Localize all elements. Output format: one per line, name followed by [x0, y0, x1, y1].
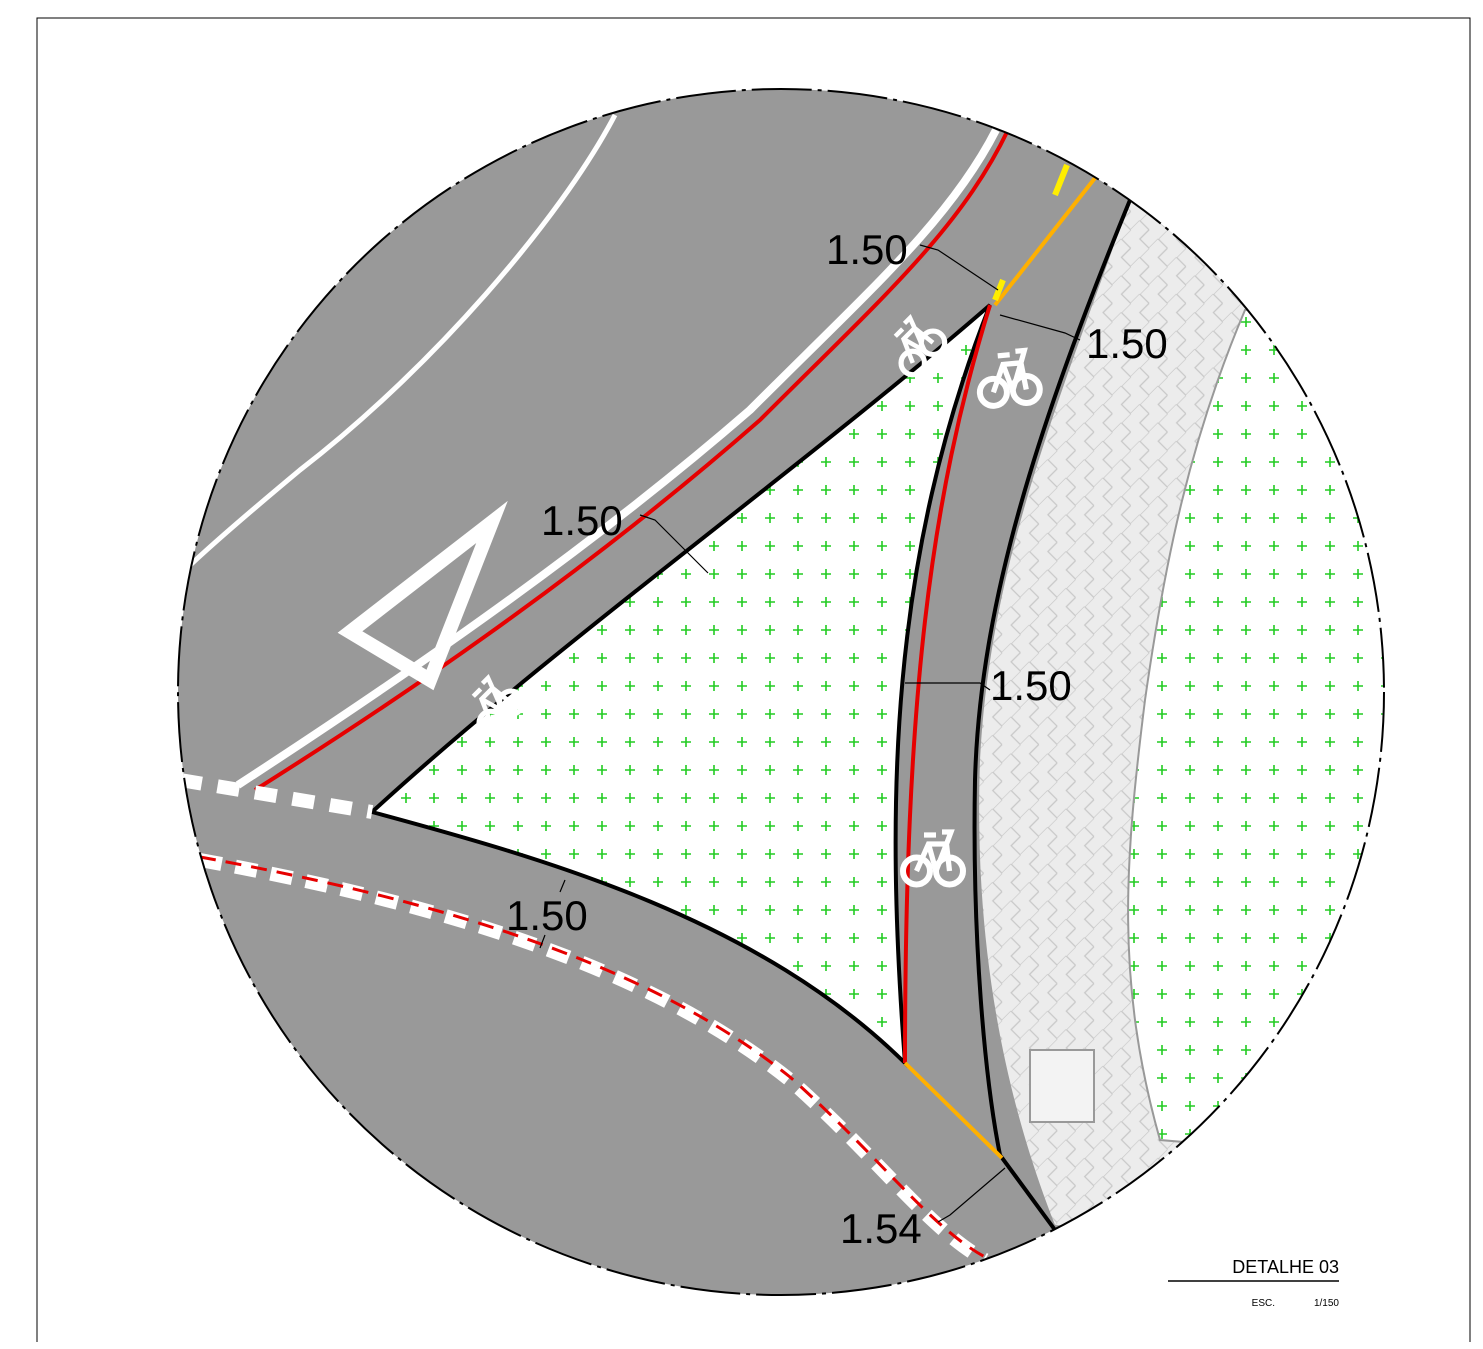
central-island [367, 303, 992, 1069]
scale-label: ESC. [1252, 1298, 1275, 1309]
dimension-label: 1.50 [826, 226, 908, 273]
detail-title: DETALHE 03 [1232, 1257, 1339, 1277]
yield-triangle-icon [337, 500, 508, 691]
scale-value: 1/150 [1314, 1298, 1339, 1309]
dimension-label: 1.50 [506, 892, 588, 939]
detail-circle [177, 88, 1385, 1296]
detail-content [178, 89, 1384, 1295]
square-pad [1029, 1049, 1095, 1123]
dimension-label: 1.50 [541, 497, 623, 544]
sheet-border [36, 17, 1471, 1342]
dimension-label: 1.50 [990, 662, 1072, 709]
dimension-label: 1.50 [1086, 320, 1168, 367]
dimension-label: 1.54 [840, 1205, 922, 1252]
